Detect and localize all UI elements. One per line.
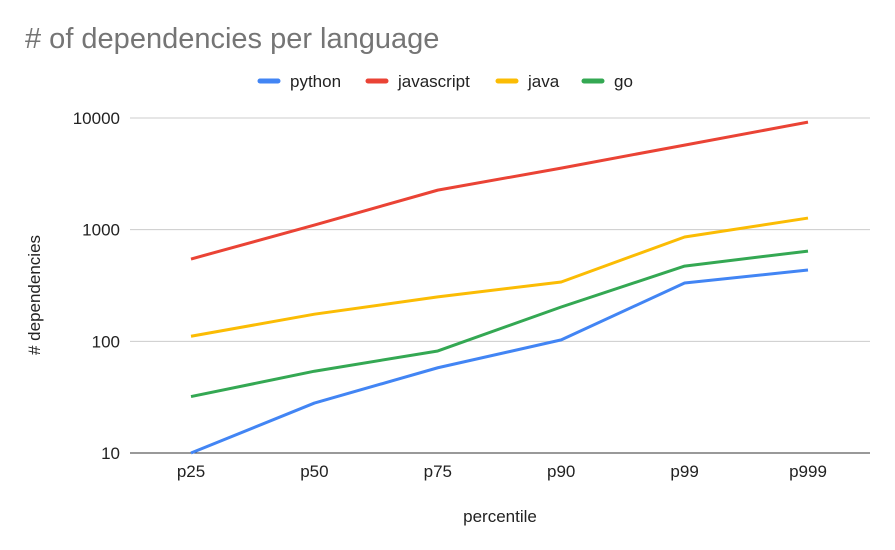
x-axis-ticks: p25 p50 p75 p90 p99 p999 (177, 462, 827, 481)
x-axis-title: percentile (463, 507, 537, 526)
y-axis-ticks: 10 100 1000 10000 (73, 109, 120, 463)
legend: python javascript java go (257, 72, 633, 91)
x-tick-label: p75 (424, 462, 452, 481)
legend-label: go (614, 72, 633, 91)
y-tick-label: 10000 (73, 109, 120, 128)
x-tick-label: p999 (789, 462, 827, 481)
series-lines (190, 120, 809, 455)
legend-label: javascript (397, 72, 470, 91)
legend-item-java[interactable]: java (495, 72, 560, 91)
y-tick-label: 10 (101, 444, 120, 463)
x-tick-label: p99 (670, 462, 698, 481)
chart-title: # of dependencies per language (25, 23, 439, 55)
y-axis-title: # dependencies (25, 235, 44, 355)
y-tick-label: 1000 (82, 221, 120, 240)
legend-item-go[interactable]: go (581, 72, 633, 91)
legend-item-javascript[interactable]: javascript (365, 72, 470, 91)
x-tick-label: p50 (300, 462, 328, 481)
legend-item-python[interactable]: python (257, 72, 341, 91)
series-line-python (190, 268, 809, 455)
series-line-go (190, 249, 809, 399)
x-tick-label: p90 (547, 462, 575, 481)
y-tick-label: 100 (92, 332, 120, 351)
series-line-java (190, 216, 809, 338)
legend-label: python (290, 72, 341, 91)
series-line-javascript (190, 120, 809, 261)
gridlines (130, 117, 870, 454)
x-tick-label: p25 (177, 462, 205, 481)
legend-label: java (527, 72, 560, 91)
